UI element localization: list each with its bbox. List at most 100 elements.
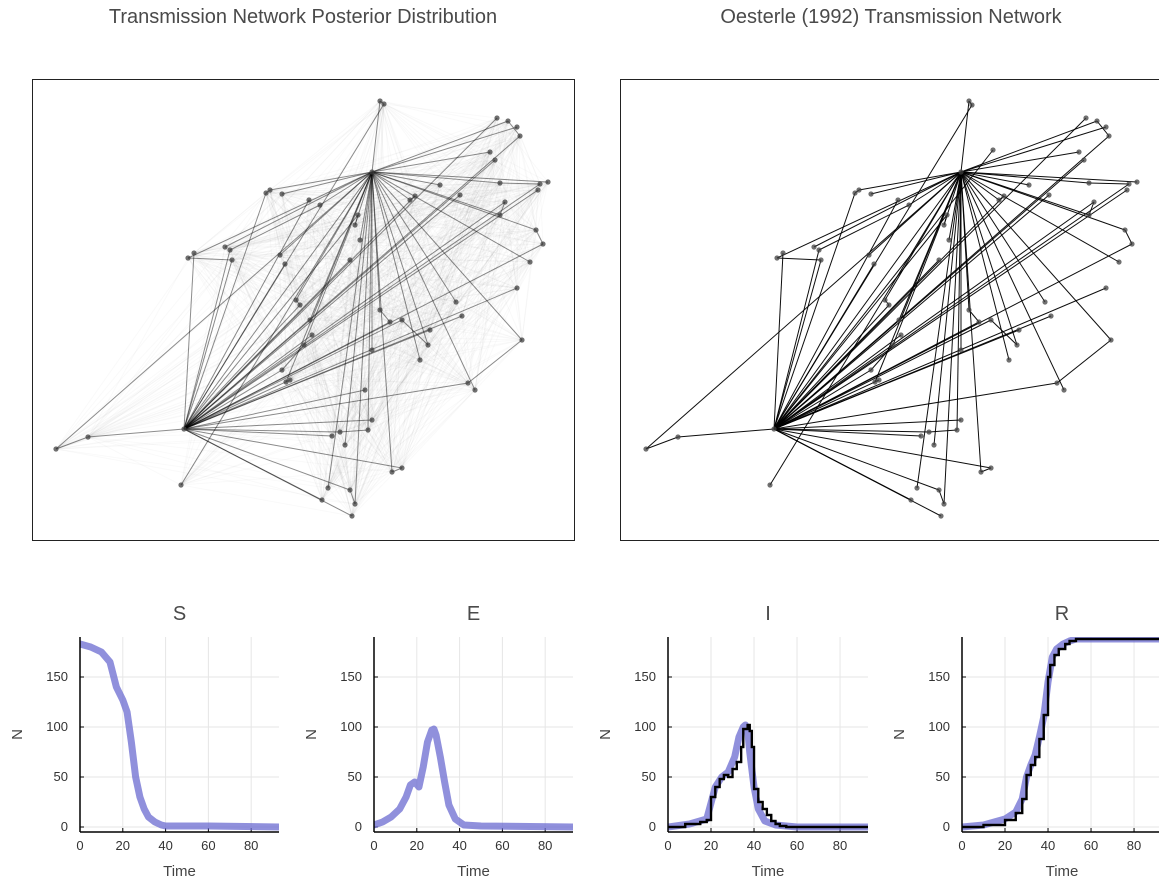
transmission-edge bbox=[295, 171, 373, 301]
transmission-edge bbox=[933, 171, 962, 446]
transmission-edge bbox=[1096, 120, 1110, 137]
individual-node bbox=[472, 387, 478, 393]
individual-node bbox=[309, 332, 315, 338]
transmission-edge bbox=[183, 183, 541, 430]
individual-node bbox=[767, 482, 773, 488]
x-tick-label: 0 bbox=[664, 838, 671, 853]
transmission-edge bbox=[187, 257, 233, 261]
transmission-edge bbox=[371, 171, 411, 201]
transmission-edge bbox=[769, 171, 962, 486]
individual-node bbox=[533, 227, 539, 233]
transmission-edge bbox=[183, 389, 366, 430]
individual-node bbox=[267, 187, 273, 193]
individual-node bbox=[936, 487, 942, 493]
transmission-edge bbox=[339, 429, 369, 433]
transmission-edge bbox=[948, 171, 962, 241]
transmission-edge bbox=[183, 194, 461, 430]
transmission-edge bbox=[773, 428, 912, 501]
individual-node bbox=[926, 429, 932, 435]
individual-node bbox=[352, 222, 358, 228]
transmission-edge bbox=[371, 171, 393, 473]
individual-node bbox=[181, 426, 187, 432]
individual-node bbox=[399, 317, 405, 323]
transmission-edge bbox=[1088, 182, 1130, 185]
transmission-edge bbox=[773, 428, 922, 437]
individual-node bbox=[1076, 149, 1082, 155]
transmission-edge bbox=[773, 321, 980, 430]
transmission-edge bbox=[773, 183, 1130, 430]
individual-node bbox=[377, 98, 383, 104]
transmission-edge bbox=[645, 436, 679, 450]
compartment-plots: S 0 20 40 60 80 0 50 100 150 Time N E 0 20 40 60 80 0 50 100… bbox=[9, 603, 1159, 880]
x-tick-label: 80 bbox=[833, 838, 847, 853]
x-tick-label: 20 bbox=[410, 838, 424, 853]
individual-node bbox=[1042, 299, 1048, 305]
individual-node bbox=[527, 259, 533, 265]
series-group bbox=[962, 637, 1159, 831]
individual-node bbox=[502, 199, 508, 205]
individual-node bbox=[871, 261, 877, 267]
transmission-edge bbox=[870, 171, 962, 195]
transmission-edge bbox=[344, 171, 373, 446]
individual-node bbox=[377, 307, 383, 313]
individual-node bbox=[283, 379, 289, 385]
individual-node bbox=[988, 465, 994, 471]
transmission-edge bbox=[224, 171, 373, 248]
individual-node bbox=[487, 149, 493, 155]
transmission-edge bbox=[960, 151, 1080, 173]
individual-node bbox=[852, 190, 858, 196]
transmission-edge bbox=[354, 171, 373, 505]
transmission-edge bbox=[183, 321, 391, 430]
x-tick-label: 80 bbox=[538, 838, 552, 853]
transmission-edge bbox=[183, 159, 496, 430]
transmission-edge bbox=[773, 189, 1128, 430]
transmission-edge bbox=[908, 171, 962, 206]
transmission-edge bbox=[960, 171, 1018, 346]
transmission-edge bbox=[773, 428, 940, 491]
posterior-band bbox=[962, 637, 1159, 831]
individual-node bbox=[969, 102, 975, 108]
transmission-edge bbox=[279, 171, 373, 256]
individual-node bbox=[263, 190, 269, 196]
transmission-edge bbox=[183, 259, 233, 430]
transmission-edge bbox=[956, 171, 962, 431]
transmission-edge bbox=[960, 171, 1090, 216]
posterior-band bbox=[668, 721, 868, 831]
transmission-edge bbox=[281, 171, 373, 195]
transmission-edge bbox=[884, 171, 962, 301]
transmission-edge bbox=[1124, 229, 1133, 245]
individual-node bbox=[780, 250, 786, 256]
transmission-edge bbox=[187, 171, 373, 259]
individual-node bbox=[492, 157, 498, 163]
transmission-edge bbox=[773, 201, 1095, 430]
transmission-edge bbox=[183, 249, 231, 430]
y-tick-label: 100 bbox=[46, 719, 68, 734]
transmission-edge bbox=[309, 171, 373, 321]
transmission-edge bbox=[183, 329, 431, 430]
x-tick-label: 20 bbox=[704, 838, 718, 853]
edge-group bbox=[55, 100, 549, 517]
transmission-edge bbox=[773, 369, 872, 430]
individual-node bbox=[1106, 133, 1112, 139]
transmission-edge bbox=[359, 171, 373, 241]
transmission-edge bbox=[371, 171, 429, 346]
individual-node bbox=[282, 261, 288, 267]
transmission-edge bbox=[183, 428, 341, 433]
transmission-edge bbox=[371, 171, 457, 303]
transmission-edge bbox=[183, 428, 351, 491]
transmission-edge bbox=[773, 382, 1058, 430]
individual-node bbox=[1014, 342, 1020, 348]
individual-node bbox=[1103, 124, 1109, 130]
transmission-edge bbox=[183, 287, 518, 430]
transmission-edge bbox=[773, 194, 1050, 430]
individual-node bbox=[876, 377, 882, 383]
series-group bbox=[374, 725, 573, 831]
transmission-edge bbox=[535, 229, 544, 245]
transmission-edge bbox=[960, 126, 1107, 173]
transmission-edge bbox=[960, 171, 970, 311]
individual-node bbox=[497, 212, 503, 218]
individual-node bbox=[1061, 387, 1067, 393]
x-axis-label: Time bbox=[163, 863, 196, 880]
transmission-edge bbox=[1056, 339, 1112, 384]
